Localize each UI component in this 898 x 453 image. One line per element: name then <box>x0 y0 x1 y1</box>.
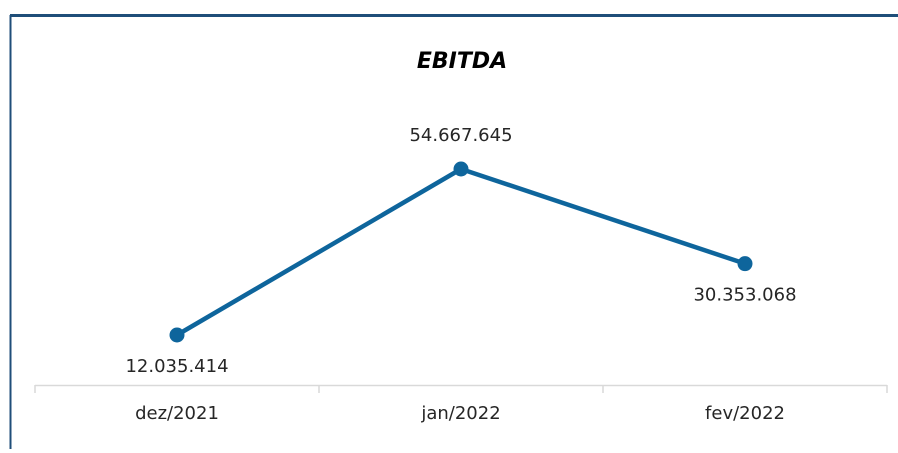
x-tick-label: jan/2022 <box>420 403 500 424</box>
x-tick-label: dez/2021 <box>135 403 219 424</box>
data-point <box>169 327 185 343</box>
data-label: 30.353.068 <box>693 285 796 306</box>
data-label: 12.035.414 <box>125 356 228 377</box>
data-label: 54.667.645 <box>409 125 512 146</box>
data-point <box>453 161 469 177</box>
x-tick-label: fev/2022 <box>705 403 785 424</box>
data-point <box>737 256 753 272</box>
chart-title: EBITDA <box>417 49 507 74</box>
